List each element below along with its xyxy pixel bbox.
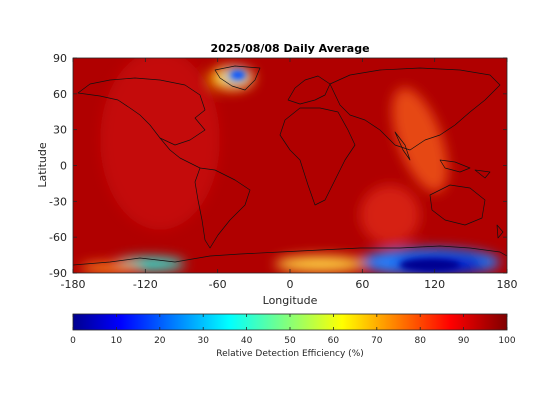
antarctica-core-detail (400, 259, 460, 271)
india-coast (394, 131, 411, 161)
africa-coast (279, 107, 356, 206)
colorbar-tick-label: 30 (197, 336, 209, 346)
map-area (73, 58, 507, 273)
x-tick-label: -60 (209, 278, 227, 291)
asia-efficiency-band (392, 87, 448, 193)
south-indian-ocean-band (360, 185, 420, 245)
x-axis-label: Longitude (263, 294, 318, 307)
colorbar-label: Relative Detection Efficiency (%) (216, 349, 364, 359)
y-tick-label: 90 (53, 52, 67, 65)
chart-title: 2025/08/08 Daily Average (210, 42, 369, 55)
x-tick-label: 120 (424, 278, 445, 291)
axis-ticks (72, 57, 508, 274)
asia-coast (329, 67, 501, 151)
y-tick-label: 0 (60, 160, 67, 173)
new-zealand-coast (496, 224, 504, 239)
colorbar-tick-label: 60 (328, 336, 340, 346)
x-tick-label: -120 (133, 278, 158, 291)
colorbar-tick-label: 20 (154, 336, 166, 346)
south-america-coast (194, 167, 251, 249)
greenland-coast (214, 65, 261, 91)
y-tick-label: -90 (49, 267, 67, 280)
x-tick-label: 180 (497, 278, 518, 291)
antarctica-atlantic-low (275, 256, 365, 272)
x-tick-label: -180 (61, 278, 86, 291)
y-tick-label: 30 (53, 124, 67, 137)
central-america-coast (159, 137, 201, 169)
y-tick-labels: 90 60 30 0 -30 -60 -90 (49, 52, 67, 280)
coastlines (73, 65, 507, 266)
y-tick-label: -60 (49, 231, 67, 244)
colorbar-tick-label: 80 (414, 336, 426, 346)
colorbar-tick-label: 0 (70, 336, 76, 346)
colorbar-tick-label: 40 (241, 336, 253, 346)
y-tick-label: 60 (53, 88, 67, 101)
north-america-coast (77, 77, 206, 146)
x-tick-label: 0 (287, 278, 294, 291)
antarctica-pacific-edge (80, 263, 140, 273)
x-tick-labels: -180 -120 -60 0 60 120 180 (61, 278, 518, 291)
colorbar-tick-label: 10 (111, 336, 123, 346)
colorbar-tick-labels: 0 10 20 30 40 50 60 70 80 90 100 (70, 336, 516, 346)
colorbar-tick-label: 90 (458, 336, 470, 346)
colorbar-tick-label: 100 (498, 336, 515, 346)
antarctica-coast (73, 245, 507, 266)
efficiency-detail (231, 71, 460, 271)
australia-coast (429, 184, 486, 226)
colorbar-tick-label: 70 (371, 336, 383, 346)
greenland-core-detail (231, 71, 245, 79)
pacific-band (100, 58, 220, 230)
colorbar-tick-label: 50 (284, 336, 296, 346)
y-tick-label: -30 (49, 195, 67, 208)
y-axis-label: Latitude (36, 142, 49, 188)
colorbar-ticks (72, 314, 508, 330)
x-tick-label: 60 (355, 278, 369, 291)
southeast-asia-islands (439, 159, 491, 179)
